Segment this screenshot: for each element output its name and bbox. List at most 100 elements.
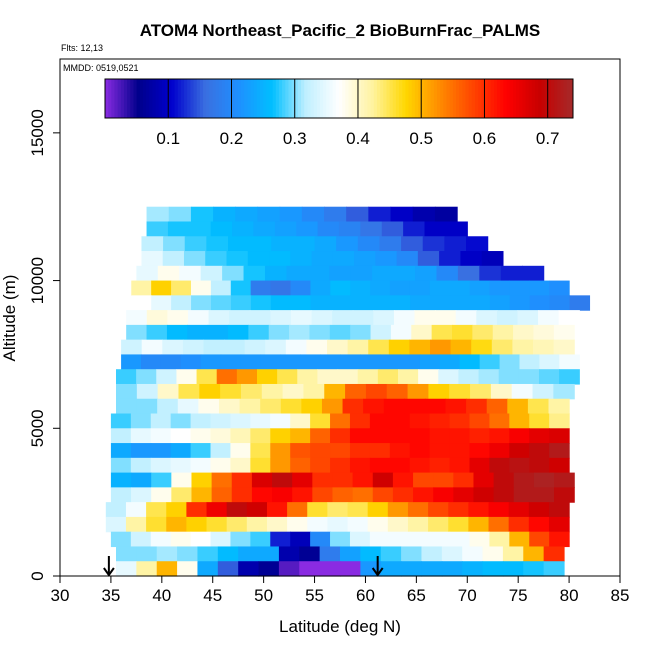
heatmap-cell [269, 251, 291, 267]
heatmap-cell [250, 428, 271, 444]
colorbar-segment [310, 79, 315, 118]
heatmap-cell [439, 354, 461, 370]
heatmap-cell [110, 413, 132, 429]
heatmap-cell [292, 487, 313, 503]
heatmap-cell [141, 339, 163, 356]
heatmap-cell [528, 516, 550, 533]
heatmap-cell [198, 398, 220, 415]
colorbar-segment [560, 79, 565, 118]
colorbar-segment [449, 79, 454, 118]
heatmap-cell [435, 310, 457, 326]
heatmap-cell [421, 546, 443, 562]
heatmap-cell [513, 472, 535, 488]
heatmap-cell [453, 472, 475, 488]
heatmap-cell [386, 383, 409, 400]
colorbar-segment [155, 79, 160, 118]
colorbar-segment [446, 79, 451, 118]
heatmap-cell [441, 546, 463, 562]
heatmap-cell [349, 457, 371, 474]
colorbar-segment [123, 79, 128, 118]
heatmap-cell [415, 265, 438, 282]
heatmap-cell [381, 221, 404, 237]
heatmap-cell [126, 310, 148, 326]
heatmap-cell [197, 561, 219, 577]
heatmap-cell [270, 428, 291, 444]
heatmap-cell [330, 428, 351, 444]
heatmap-cell [206, 502, 228, 518]
colorbar-segment [282, 79, 286, 118]
heatmap-cell [190, 443, 212, 459]
heatmap-cell [489, 295, 511, 311]
colorbar-segment [547, 79, 552, 118]
heatmap-cell [136, 546, 158, 562]
colorbar-segment [395, 79, 400, 118]
colorbar-segment [278, 79, 283, 118]
heatmap-cell [272, 472, 293, 488]
x-tick-label: 60 [356, 586, 375, 605]
heatmap-cell [370, 280, 391, 296]
colorbar-segment [357, 79, 362, 118]
heatmap-cell [392, 487, 414, 503]
heatmap-cell [320, 354, 341, 370]
heatmap-cell [444, 236, 467, 252]
heatmap-cell [569, 295, 591, 311]
heatmap-cell [422, 236, 445, 252]
heatmap-cell [349, 443, 371, 459]
heatmap-cell [230, 443, 251, 459]
heatmap-cell [170, 413, 192, 429]
heatmap-cell [387, 516, 409, 533]
heatmap-cell [389, 457, 411, 474]
heatmap-cell [489, 457, 510, 474]
heatmap-cell [532, 383, 554, 400]
heatmap-cell [131, 487, 152, 503]
plot-frame [59, 58, 621, 577]
heatmap-cell [448, 516, 469, 533]
heatmap-cell [210, 457, 232, 474]
heatmap-cell [240, 354, 262, 370]
heatmap-cell [509, 457, 530, 474]
colorbar-tick-label: 0.2 [220, 129, 244, 148]
heatmap-cell [311, 251, 334, 267]
heatmap-cell [171, 472, 193, 488]
colorbar-segment [408, 79, 413, 118]
heatmap-cell [229, 310, 251, 326]
colorbar-segment [136, 79, 141, 118]
heatmap-cell [157, 265, 180, 282]
colorbar-segment [313, 79, 318, 118]
colorbar-segment [354, 79, 359, 118]
heatmap-cell [110, 531, 132, 548]
heatmap-cell [367, 516, 389, 533]
heatmap-cell [455, 310, 477, 326]
heatmap-cell [171, 280, 192, 296]
colorbar-segment [225, 79, 229, 118]
heatmap-cell [421, 561, 443, 577]
heatmap-cell [513, 487, 535, 503]
colorbar-segment [130, 79, 134, 118]
colorbar-segment [218, 79, 223, 118]
heatmap-cell [409, 339, 431, 356]
heatmap-cell [380, 354, 401, 370]
heatmap-cell [476, 310, 498, 326]
heatmap-cell [528, 502, 550, 518]
heatmap-cell [274, 221, 297, 237]
heatmap-cell [469, 443, 491, 459]
heatmap-cell [369, 413, 391, 429]
heatmap-cell [278, 561, 300, 577]
heatmap-cell [509, 443, 530, 459]
colorbar-segment [503, 79, 508, 118]
heatmap-cell [369, 531, 391, 548]
heatmap-cell [518, 369, 540, 385]
y-tick-label: 0 [28, 571, 47, 580]
colorbar-segment [174, 79, 179, 118]
heatmap-cell [131, 472, 152, 488]
heatmap-cell [162, 339, 184, 356]
heatmap-cell [178, 383, 200, 400]
heatmap-cell [512, 339, 534, 356]
heatmap-cell [210, 221, 233, 237]
heatmap-cell [324, 206, 347, 223]
heatmap-cell [375, 251, 398, 267]
heatmap-cell [200, 354, 222, 370]
heatmap-cell [310, 531, 331, 548]
heatmap-cell [413, 487, 434, 503]
heatmap-cell [287, 516, 308, 533]
